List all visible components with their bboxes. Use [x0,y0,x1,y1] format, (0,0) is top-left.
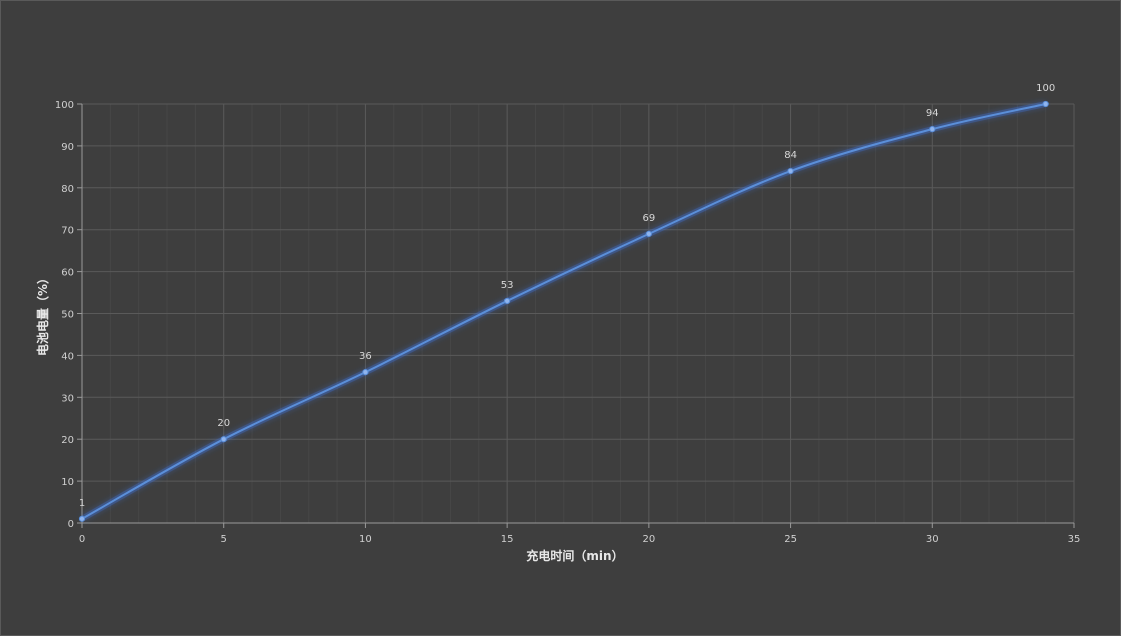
data-label: 36 [359,351,372,362]
axes [77,103,1075,528]
y-tick-label: 90 [61,142,74,153]
y-tick-label: 60 [61,268,74,279]
data-point [1042,100,1049,108]
y-axis-title: 电池电量（%） [35,272,50,356]
data-label: 53 [501,280,514,291]
series-line [81,103,1046,520]
tick-labels: 0 5 10 15 20 25 30 35 0 10 20 30 40 50 60 70 80 90 100 [55,100,1080,545]
data-label: 20 [217,418,230,429]
x-tick-label: 35 [1068,534,1081,545]
x-axis-title: 充电时间（min） [526,548,623,563]
y-tick-label: 20 [61,435,74,446]
y-tick-label: 100 [55,100,74,111]
data-label: 84 [784,150,797,161]
y-tick-label: 30 [61,393,74,404]
y-tick-label: 50 [61,310,74,321]
data-point [787,167,794,175]
data-label: 69 [642,213,655,224]
data-label: 1 [79,498,85,509]
y-tick-label: 80 [61,184,74,195]
y-tick-label: 70 [61,226,74,237]
data-point [645,230,652,237]
x-tick-label: 25 [784,534,797,545]
data-point [78,515,86,522]
data-point [362,369,369,376]
data-labels: 1 20 36 53 69 84 94 100 [79,83,1055,509]
grid [81,103,1075,524]
y-tick-label: 40 [61,351,74,362]
data-point [220,436,227,443]
x-tick-label: 15 [501,534,514,545]
y-tick-label: 0 [68,519,74,530]
x-tick-label: 20 [642,534,655,545]
data-label: 94 [926,108,939,119]
data-point [929,126,936,133]
y-tick-label: 10 [61,477,74,488]
x-tick-label: 5 [221,534,227,545]
x-tick-label: 30 [926,534,939,545]
data-label: 100 [1036,83,1055,94]
x-tick-label: 10 [359,534,372,545]
x-tick-label: 0 [79,534,85,545]
series [78,100,1049,522]
data-point [504,297,511,305]
